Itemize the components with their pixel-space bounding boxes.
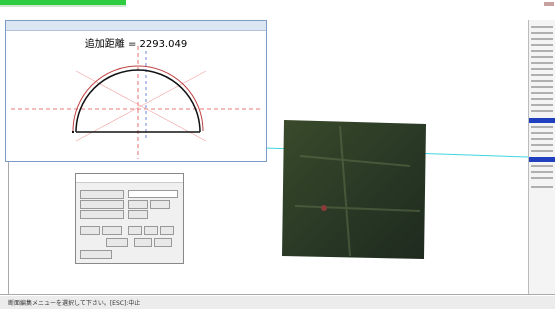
photo-mark <box>321 205 327 211</box>
button[interactable] <box>128 226 142 235</box>
button[interactable] <box>160 226 174 235</box>
button[interactable] <box>80 226 100 235</box>
selected-row[interactable] <box>529 157 555 162</box>
button[interactable] <box>106 238 128 247</box>
dialog-titlebar <box>76 174 183 183</box>
selected-row[interactable] <box>529 118 555 123</box>
cross-section <box>6 31 266 161</box>
button[interactable] <box>150 200 170 209</box>
button[interactable] <box>80 200 124 209</box>
button[interactable] <box>154 238 172 247</box>
screen: {"viewer": {"distance_text": "追加距離 = 229… <box>0 0 555 309</box>
button[interactable] <box>144 226 158 235</box>
button[interactable] <box>80 210 124 219</box>
viewer-titlebar <box>6 21 266 31</box>
button[interactable] <box>134 238 152 247</box>
viewer-window: 追加距離 = 2293.049 <box>5 20 267 162</box>
photo-image <box>282 120 426 259</box>
button[interactable] <box>128 200 148 209</box>
text-field[interactable] <box>128 190 178 198</box>
button[interactable] <box>80 250 112 259</box>
button[interactable] <box>80 190 124 199</box>
photo <box>280 116 428 261</box>
button[interactable] <box>128 210 148 219</box>
side-panel <box>528 20 555 294</box>
status-bar: 断面編集メニューを選択して下さい。[ESC]:中止 <box>0 296 555 309</box>
edit-dialog <box>75 173 184 264</box>
status-text: 断面編集メニューを選択して下さい。[ESC]:中止 <box>8 298 140 307</box>
button[interactable] <box>102 226 122 235</box>
